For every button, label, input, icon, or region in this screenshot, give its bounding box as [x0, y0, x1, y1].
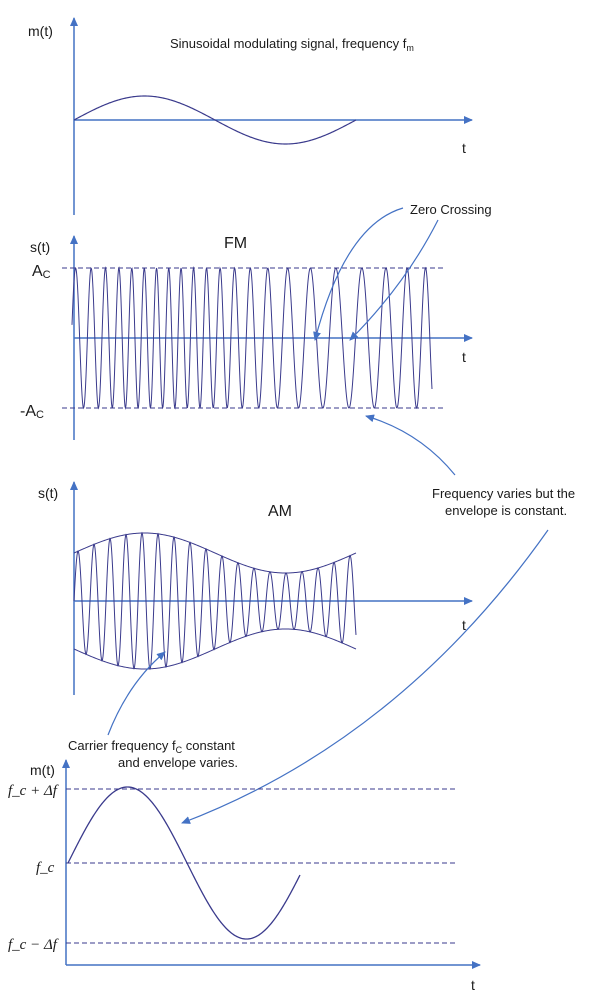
- panel-fm-signal: s(t) t FM AC -AC Zero Crossing: [20, 202, 492, 440]
- signal-caption: Sinusoidal modulating signal, frequency …: [170, 36, 414, 53]
- x-axis-label: t: [462, 140, 466, 156]
- annotation-arrow-to-fm: [365, 414, 456, 476]
- fm-title: FM: [224, 235, 247, 252]
- y-axis-label: s(t): [30, 239, 50, 255]
- y-axis-label: s(t): [38, 485, 58, 501]
- upper-frequency-label: f_c + Δf: [8, 783, 59, 799]
- lower-frequency-label: f_c − Δf: [8, 937, 59, 953]
- annotation-line-1: Carrier frequency fC constant: [68, 738, 235, 755]
- zero-crossing-arrow-1: [313, 207, 404, 341]
- y-axis-label: m(t): [30, 762, 55, 778]
- x-axis-label: t: [462, 617, 466, 633]
- am-lower-envelope: [73, 628, 357, 670]
- panel-am-signal: s(t) t AM: [38, 481, 473, 695]
- modulating-sine-curve: [73, 95, 357, 145]
- frequency-varies-annotation: Frequency varies but the envelope is con…: [181, 414, 575, 824]
- positive-amplitude-label: AC: [32, 263, 51, 281]
- zero-crossing-annotation: Zero Crossing: [410, 202, 492, 217]
- carrier-annotation: Carrier frequency fC constant and envelo…: [68, 651, 238, 770]
- annotation-arrow-to-fm-plot: [181, 529, 549, 824]
- am-waveform: [73, 531, 357, 671]
- panel-instantaneous-frequency: m(t) t f_c + Δf f_c f_c − Δf: [8, 759, 481, 993]
- annotation-line-2: envelope is constant.: [445, 503, 567, 518]
- panel-modulating-signal: m(t) t Sinusoidal modulating signal, fre…: [28, 17, 473, 215]
- annotation-arrow-to-am: [107, 651, 166, 736]
- y-axis-label: m(t): [28, 23, 53, 39]
- annotation-line-2: and envelope varies.: [118, 755, 238, 770]
- zero-crossing-arrow-2: [349, 219, 439, 341]
- x-axis-label: t: [462, 349, 466, 365]
- negative-amplitude-label: -AC: [20, 403, 44, 421]
- am-title: AM: [268, 503, 292, 520]
- fm-waveform: [71, 266, 433, 410]
- frequency-sine-curve: [67, 786, 301, 940]
- am-upper-envelope: [73, 532, 357, 574]
- annotation-line-1: Frequency varies but the: [432, 486, 575, 501]
- carrier-frequency-label: f_c: [36, 860, 55, 876]
- x-axis-label: t: [471, 977, 475, 993]
